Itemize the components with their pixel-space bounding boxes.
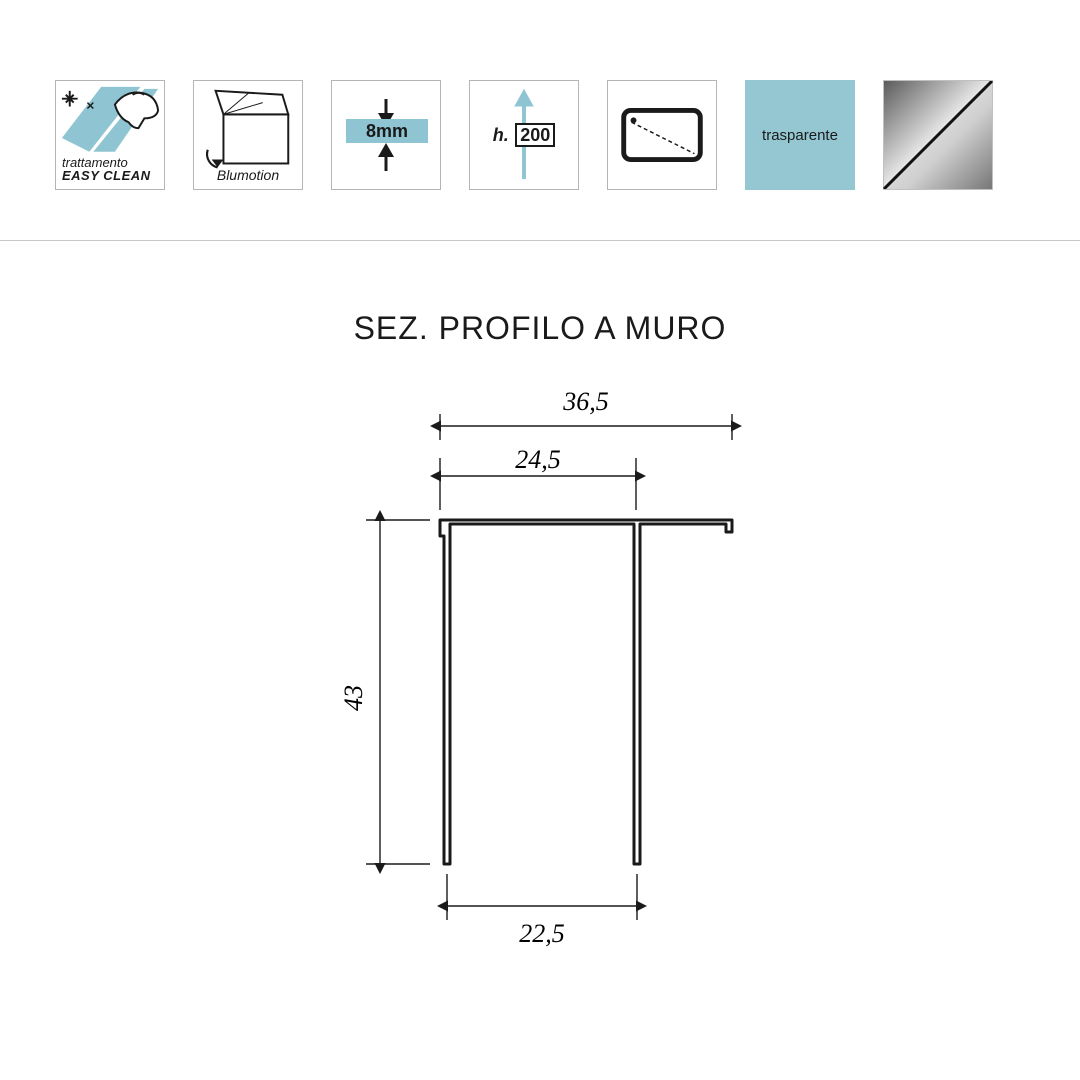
dim-top-outer: 36,5 [562,387,609,416]
tile-caption-line1: trattamento [62,156,151,170]
reversible-icon [607,81,717,189]
tile-blumotion: Blumotion [193,80,303,190]
diagram-title: SEZ. PROFILO A MURO [0,310,1080,347]
thickness-value: 8mm [346,119,428,143]
tile-caption-line2: EASY CLEAN [62,169,151,183]
tile-reversible [607,80,717,190]
tile-height: h. 200 [469,80,579,190]
height-prefix: h. [493,125,509,145]
tile-easy-clean: trattamento EASY CLEAN [55,80,165,190]
chrome-swatch-icon [883,81,993,189]
dim-bottom: 22,5 [519,919,565,948]
dim-left: 43 [339,685,368,711]
profile-section-diagram: 36,5 24,5 43 22,5 [260,380,820,960]
tile-caption: Blumotion [194,167,302,183]
height-value: 200 [515,123,555,147]
section-divider [0,240,1080,241]
tile-glass-finish: trasparente [745,80,855,190]
tile-thickness: 8mm [331,80,441,190]
feature-icon-row: trattamento EASY CLEAN Blumotion [55,80,993,190]
dim-top-inner: 24,5 [515,445,561,474]
tile-chrome-finish [883,80,993,190]
glass-finish-label: trasparente [762,127,838,144]
